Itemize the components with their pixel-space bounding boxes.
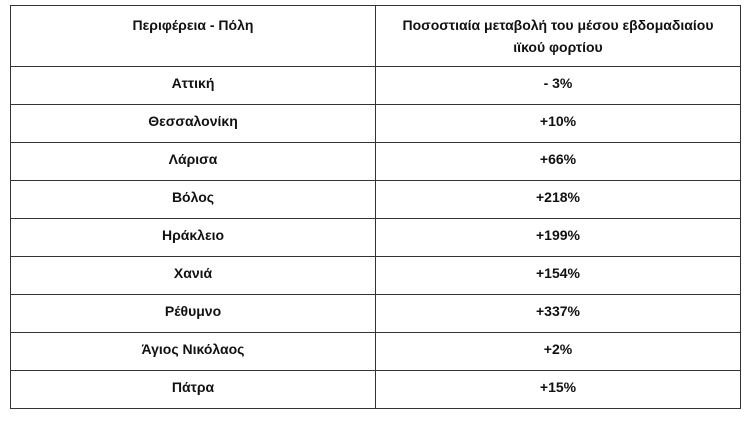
change-cell: +199%	[375, 218, 741, 257]
change-cell: +15%	[375, 370, 741, 409]
header-cell: Περιφέρεια - Πόλη	[10, 5, 376, 67]
table-row: Αττική - 3%	[10, 66, 741, 105]
table-head: Περιφέρεια - Πόλη Ποσοστιαία μεταβολή το…	[10, 5, 741, 67]
table-row: Ηράκλειο +199%	[10, 218, 741, 257]
table-row: Λάρισα +66%	[10, 142, 741, 181]
table-row: Χανιά +154%	[10, 256, 741, 295]
change-cell: +66%	[375, 142, 741, 181]
region-cell: Βόλος	[10, 180, 376, 219]
table-row: Άγιος Νικόλαος +2%	[10, 332, 741, 371]
region-cell: Ηράκλειο	[10, 218, 376, 257]
header-row: Περιφέρεια - Πόλη Ποσοστιαία μεταβολή το…	[10, 5, 741, 67]
table-body: Αττική - 3% Θεσσαλονίκη +10% Λάρισα +66% Βόλος…	[10, 66, 741, 409]
change-cell: +10%	[375, 104, 741, 143]
change-cell: +2%	[375, 332, 741, 371]
table-row: Θεσσαλονίκη +10%	[10, 104, 741, 143]
change-cell: +337%	[375, 294, 741, 333]
table-row: Βόλος +218%	[10, 180, 741, 219]
change-cell: +218%	[375, 180, 741, 219]
region-cell: Λάρισα	[10, 142, 376, 181]
region-cell: Αττική	[10, 66, 376, 105]
change-cell: - 3%	[375, 66, 741, 105]
header-cell: Ποσοστιαία μεταβολή του μέσου εβδομαδιαί…	[375, 5, 741, 67]
table-row: Ρέθυμνο +337%	[10, 294, 741, 333]
region-cell: Άγιος Νικόλαος	[10, 332, 376, 371]
region-cell: Χανιά	[10, 256, 376, 295]
table-row: Πάτρα +15%	[10, 370, 741, 409]
region-cell: Πάτρα	[10, 370, 376, 409]
region-cell: Ρέθυμνο	[10, 294, 376, 333]
data-table: Περιφέρεια - Πόλη Ποσοστιαία μεταβολή το…	[10, 5, 741, 409]
change-cell: +154%	[375, 256, 741, 295]
region-cell: Θεσσαλονίκη	[10, 104, 376, 143]
